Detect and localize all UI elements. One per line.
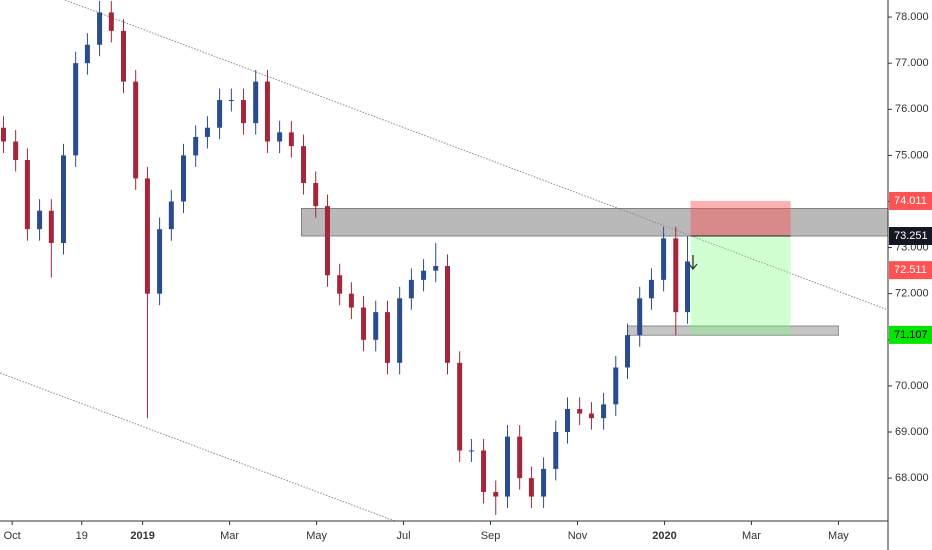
price-marker (889, 227, 932, 246)
candle-body (504, 436, 510, 497)
candle-body (361, 307, 367, 340)
price-marker (889, 191, 932, 210)
candle-body (60, 155, 66, 243)
candle-body (157, 229, 163, 294)
x-tick-label: Sep (481, 530, 501, 542)
candle-body (517, 436, 523, 479)
candle-body (253, 81, 259, 124)
candle-body (133, 81, 139, 179)
price-marker (889, 325, 932, 344)
candle-body (685, 261, 691, 313)
x-tick-label: Jul (397, 530, 411, 542)
candle-body (457, 362, 463, 451)
x-tick-label: 19 (76, 530, 88, 542)
y-tick-label: 72.000 (895, 288, 929, 300)
candle-body (13, 141, 19, 160)
candle-body (97, 12, 103, 45)
candle-body (144, 178, 150, 294)
axes: 68.00069.00070.00071.00072.00073.00074.0… (4, 11, 932, 542)
candle-body (637, 298, 643, 336)
x-tick-label: May (306, 530, 327, 542)
candle-body (444, 266, 450, 363)
arrow (688, 255, 698, 271)
candle-body (121, 30, 127, 82)
price-marker (889, 261, 932, 280)
y-tick-label: 69.000 (895, 426, 929, 438)
x-tick-label: Mar (742, 530, 761, 542)
y-tick-label: 68.000 (895, 472, 929, 484)
trendline (64, 0, 889, 311)
candle-body (48, 210, 54, 243)
candle-body (673, 238, 679, 313)
stop-zone (690, 200, 791, 237)
candle-body (528, 478, 534, 497)
x-tick-label: 2020 (652, 530, 676, 542)
candle-body (481, 450, 487, 492)
candle-body (181, 155, 187, 202)
candle-body (661, 238, 667, 280)
candle-body (324, 206, 330, 276)
candle-body (168, 201, 174, 230)
candle-body (565, 408, 571, 433)
candle-body (373, 312, 379, 340)
zones (301, 200, 889, 336)
candle-body (601, 404, 607, 419)
candles (0, 0, 691, 516)
candle-body (408, 279, 414, 299)
candle-body (493, 491, 499, 497)
candle-body (397, 298, 403, 363)
x-tick-label: Oct (4, 530, 21, 542)
candle-body (301, 146, 307, 184)
candle-body (384, 312, 390, 363)
candle-body (421, 270, 427, 280)
price-marker-label: 74.011 (894, 195, 927, 207)
candle-body (73, 63, 79, 156)
y-tick-label: 76.000 (895, 103, 929, 115)
x-tick-label: May (828, 530, 849, 542)
candle-body (288, 132, 294, 147)
candle-body (84, 44, 90, 64)
candle-body (337, 275, 343, 294)
candle-body (108, 12, 114, 31)
candle-body (0, 127, 6, 142)
candle-body (577, 408, 583, 414)
candle-body (241, 100, 247, 124)
candle-body (625, 335, 631, 368)
candle-body (264, 81, 270, 142)
candle-body (648, 279, 654, 299)
trendline (0, 372, 396, 522)
candle-body (24, 159, 30, 230)
zone (301, 208, 889, 237)
candle-body (348, 293, 354, 308)
candle-body (468, 450, 474, 452)
candle-body (193, 136, 199, 156)
y-tick-label: 75.000 (895, 149, 929, 161)
price-marker-label: 73.251 (894, 230, 928, 242)
target-zone (690, 236, 791, 335)
price-marker-label: 72.511 (894, 264, 927, 276)
candle-body (613, 367, 619, 405)
x-tick-label: Mar (220, 530, 239, 542)
candle-body (433, 266, 439, 271)
candle-body (541, 468, 547, 497)
y-tick-label: 70.000 (895, 380, 929, 392)
candle-body (588, 413, 594, 419)
price-marker-label: 71.107 (894, 329, 928, 341)
candle-body (228, 100, 234, 102)
candle-body (313, 183, 319, 207)
candle-body (204, 127, 210, 137)
x-tick-label: 2019 (130, 530, 154, 542)
candle-body (217, 100, 223, 128)
y-tick-label: 77.000 (895, 57, 929, 69)
y-tick-label: 78.000 (895, 11, 929, 23)
x-tick-label: Nov (568, 530, 588, 542)
candle-body (37, 210, 43, 230)
candle-body (553, 432, 559, 469)
candle-body (277, 132, 283, 142)
